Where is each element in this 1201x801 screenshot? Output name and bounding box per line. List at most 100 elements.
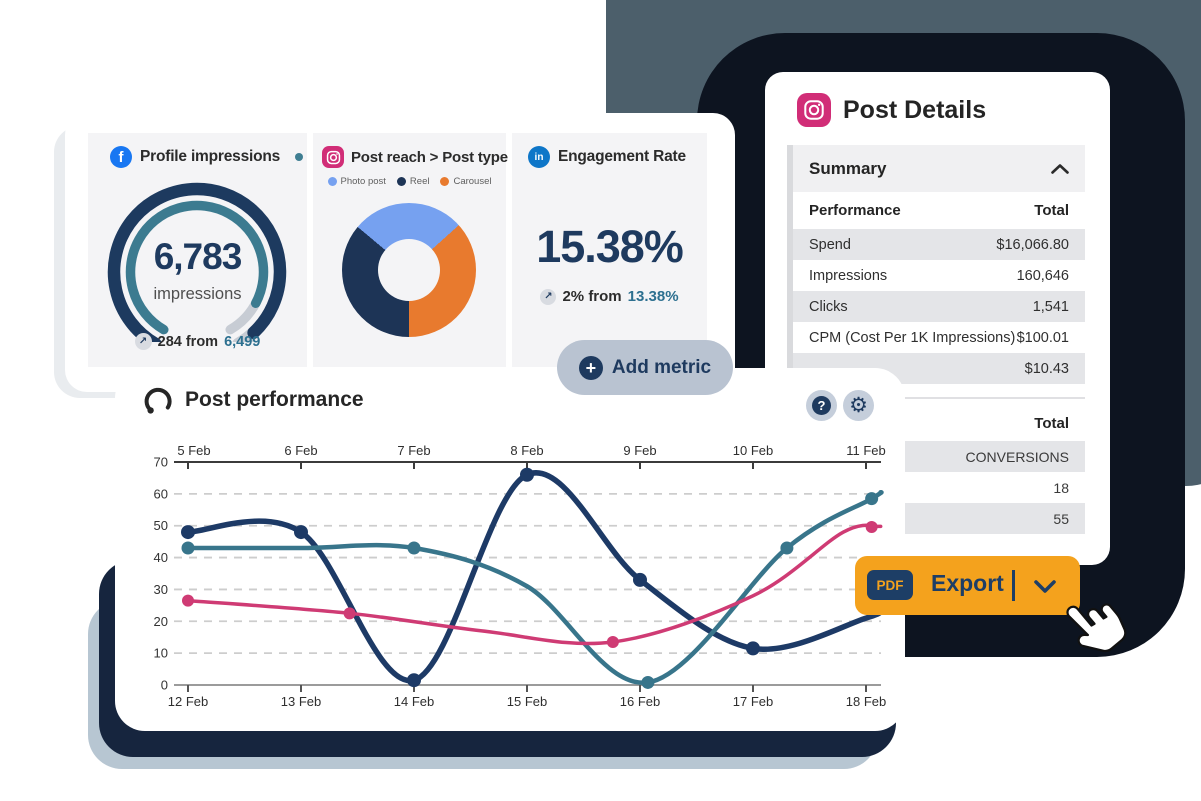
- col-performance: Performance: [809, 202, 901, 219]
- facebook-icon: f: [110, 146, 132, 168]
- impressions-delta: ↗ 284 from 6,499: [88, 333, 307, 350]
- y-axis-label: 50: [154, 518, 168, 533]
- legend-item: Reel: [396, 176, 430, 187]
- add-metric-button[interactable]: + Add metric: [557, 340, 733, 395]
- row-value: 18: [1053, 479, 1069, 496]
- legend-label: Photo post: [340, 176, 386, 187]
- instagram-icon: [797, 93, 831, 127]
- bottom-axis-label: 17 Feb: [733, 694, 773, 709]
- tile-title: Post reach > Post type: [351, 148, 508, 166]
- top-axis-label: 7 Feb: [397, 443, 430, 458]
- row-value: $10.43: [1024, 360, 1069, 377]
- pdf-badge: PDF: [867, 570, 913, 600]
- gear-icon: ⚙: [849, 393, 868, 417]
- pink-series-point: [182, 594, 194, 607]
- engagement-value: 15.38%: [536, 221, 684, 272]
- table-row: Impressions 160,646: [793, 260, 1085, 291]
- table-row: 18: [793, 472, 1085, 503]
- bottom-axis-label: 14 Feb: [394, 694, 434, 709]
- linkedin-icon: in: [528, 146, 550, 168]
- legend-label: Reel: [409, 176, 430, 187]
- y-axis-label: 10: [154, 646, 168, 661]
- legend-item: Photo post: [327, 176, 386, 187]
- teal-series-point: [641, 675, 655, 689]
- tile-title: Engagement Rate: [558, 148, 686, 165]
- top-axis-label: 5 Feb: [177, 443, 210, 458]
- row-value: $16,066.80: [996, 236, 1069, 253]
- y-axis-label: 40: [154, 550, 168, 565]
- table-row: CPM (Cost Per 1K Impressions) $100.01: [793, 322, 1085, 353]
- row-value: 160,646: [1016, 267, 1069, 284]
- dark-navy-series-line: [185, 470, 884, 684]
- secondary-table-header: Total: [793, 406, 1085, 441]
- delta-text: 2% from: [562, 288, 622, 305]
- plus-icon: +: [578, 355, 603, 380]
- section-left-bar: [787, 145, 793, 535]
- row-label: Impressions: [809, 267, 888, 284]
- post-performance-card: Post performance ? ⚙ 0 10 20 30 40 50 60 70 5 Fe…: [115, 368, 905, 731]
- donut-legend: Photo post Reel Carousel: [313, 176, 506, 187]
- tile-header: in Engagement Rate: [512, 146, 723, 168]
- chart-title: Post performance: [185, 388, 364, 411]
- profile-impressions-tile: f Profile impressions 6,783 impressions …: [88, 133, 307, 367]
- post-type-donut-chart: [342, 203, 476, 337]
- table-row: Clicks 1,541: [793, 291, 1085, 322]
- table-divider: [793, 397, 1085, 399]
- legend-dot-icon: [396, 177, 406, 186]
- tile-header: Post reach > Post type: [313, 146, 515, 168]
- button-divider: [1012, 570, 1015, 601]
- teal-series-point: [865, 492, 879, 506]
- impressions-unit: impressions: [153, 285, 242, 303]
- col-total: Total: [1034, 202, 1069, 219]
- row-value: 55: [1053, 510, 1069, 527]
- tile-title: Profile impressions: [140, 148, 281, 165]
- y-axis-label: 0: [161, 678, 168, 693]
- delta-text: 284 from: [157, 333, 219, 350]
- top-axis-label: 6 Feb: [284, 443, 317, 458]
- dark-navy-series-point: [407, 673, 421, 688]
- legend-dot-icon: [440, 177, 450, 186]
- chevron-down-icon[interactable]: [1033, 579, 1057, 594]
- settings-button[interactable]: ⚙: [843, 390, 874, 421]
- bottom-axis-label: 16 Feb: [620, 694, 660, 709]
- gauge-arc: [107, 182, 287, 342]
- teal-series-line: [185, 490, 884, 685]
- pink-series-point: [343, 607, 356, 620]
- table-row: Spend $16,066.80: [793, 229, 1085, 260]
- row-value: $100.01: [1016, 329, 1069, 346]
- row-label: Clicks: [809, 298, 848, 315]
- top-axis-label: 9 Feb: [623, 443, 656, 458]
- dark-navy-series-point: [633, 572, 647, 587]
- instagram-icon: [322, 146, 344, 168]
- col-total: Total: [1034, 415, 1069, 432]
- delta-reference: 13.38%: [627, 288, 679, 305]
- status-dot-icon: [295, 153, 304, 161]
- gauge-icon: [144, 387, 172, 414]
- pink-series-point: [865, 520, 878, 533]
- post-details-title: Post Details: [843, 95, 987, 124]
- row-value: CONVERSIONS: [965, 448, 1069, 465]
- chevron-up-icon: [1051, 163, 1069, 174]
- tile-header: f Profile impressions: [88, 146, 329, 168]
- row-value: 1,541: [1032, 298, 1069, 315]
- dark-navy-series-point: [181, 525, 195, 540]
- donut-hole: [378, 239, 440, 301]
- export-button[interactable]: PDF Export: [855, 556, 1080, 615]
- impressions-gauge: [107, 182, 287, 342]
- dark-navy-series-point: [520, 467, 534, 482]
- legend-label: Carousel: [453, 176, 492, 187]
- summary-section-header[interactable]: Summary: [793, 145, 1085, 192]
- help-button[interactable]: ?: [806, 390, 837, 421]
- add-metric-label: Add metric: [611, 356, 712, 378]
- metrics-dashboard-card: f Profile impressions 6,783 impressions …: [65, 113, 735, 392]
- post-details-card: Post Details Summary Performance Total S…: [765, 72, 1110, 565]
- bottom-axis-label: 15 Feb: [507, 694, 547, 709]
- dark-navy-series-point: [294, 525, 308, 540]
- y-axis-label: 70: [154, 455, 168, 470]
- teal-series-point: [181, 541, 195, 555]
- post-details-header: Post Details: [797, 93, 986, 127]
- top-axis-label: 11 Feb: [846, 443, 886, 458]
- engagement-delta: ↗ 2% from 13.38%: [512, 288, 707, 305]
- teal-series-point: [780, 541, 794, 555]
